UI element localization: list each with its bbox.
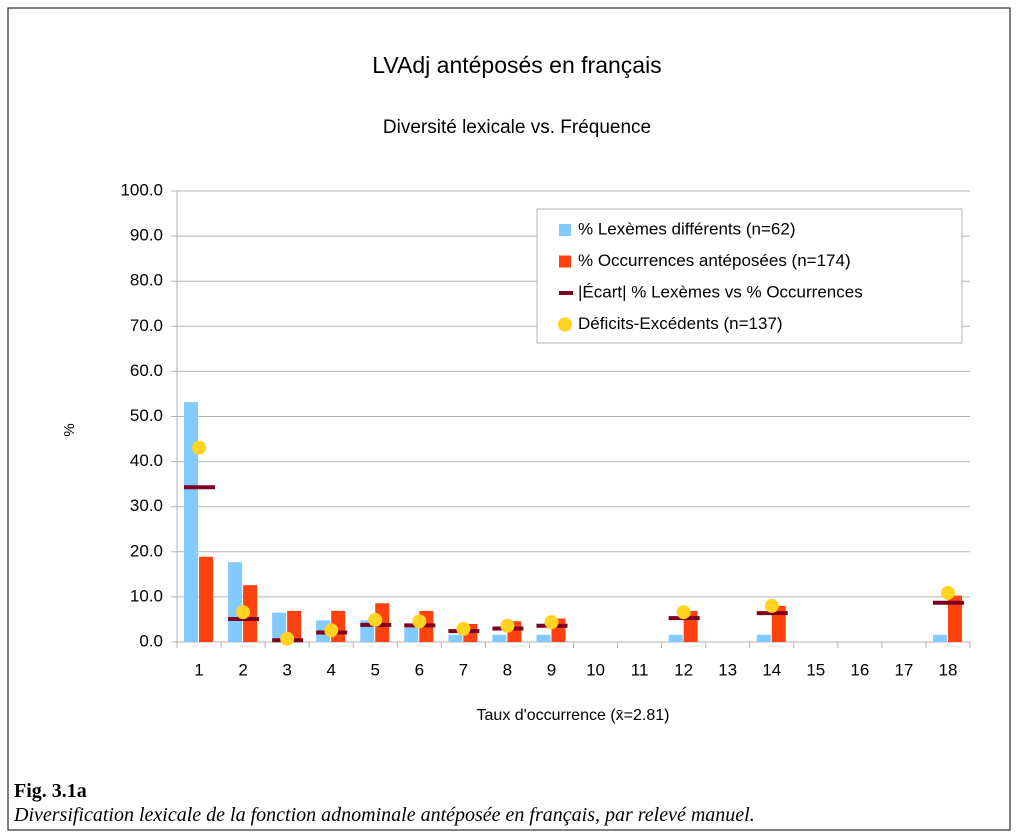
- x-tick-label: 14: [762, 660, 781, 679]
- bar: [756, 634, 771, 642]
- y-axis-label: %: [61, 423, 78, 436]
- x-tick-label: 15: [806, 660, 825, 679]
- dot: [940, 585, 955, 600]
- dot: [544, 615, 559, 630]
- dot: [764, 598, 779, 613]
- bar: [404, 627, 419, 642]
- chart-subtitle: Diversité lexicale vs. Fréquence: [383, 117, 651, 138]
- y-tick-label: 60.0: [130, 361, 163, 380]
- x-tick-label: 17: [894, 660, 913, 679]
- y-tick-label: 40.0: [130, 451, 163, 470]
- legend-label: Déficits-Excédents (n=137): [578, 314, 783, 333]
- x-tick-label: 16: [850, 660, 869, 679]
- dot: [500, 618, 515, 633]
- x-tick-label: 6: [415, 660, 424, 679]
- legend-label: % Occurrences antéposées (n=174): [578, 251, 851, 270]
- x-tick-label: 9: [547, 660, 556, 679]
- x-tick-label: 7: [459, 660, 468, 679]
- dot: [192, 440, 207, 455]
- legend-label: |Écart| % Lexèmes vs % Occurrences: [578, 282, 863, 301]
- caption-text: Diversification lexicale de la fonction …: [14, 804, 755, 826]
- bar: [448, 634, 463, 642]
- legend-box: [536, 208, 963, 344]
- y-tick-label: 0.0: [139, 631, 163, 650]
- y-tick-label: 30.0: [130, 496, 163, 515]
- x-tick-label: 4: [326, 660, 335, 679]
- x-tick-label: 3: [282, 660, 291, 679]
- x-tick-label: 2: [238, 660, 247, 679]
- y-tick-label: 80.0: [130, 271, 163, 290]
- x-tick-label: 8: [503, 660, 512, 679]
- legend-swatch: [559, 255, 571, 268]
- bar: [375, 603, 390, 642]
- y-tick-label: 20.0: [130, 541, 163, 560]
- y-tick-label: 70.0: [130, 316, 163, 335]
- bar: [536, 634, 551, 642]
- x-axis-label: Taux d'occurrence (x̄=2.81): [477, 707, 670, 724]
- x-tick-label: 13: [718, 660, 737, 679]
- chart-title: LVAdj antéposés en français: [372, 52, 661, 78]
- dot: [676, 605, 691, 620]
- bar: [184, 402, 199, 642]
- y-tick-label: 100.0: [120, 180, 163, 199]
- bar: [199, 556, 214, 642]
- bar: [228, 562, 243, 642]
- x-tick-label: 5: [371, 660, 380, 679]
- dot: [324, 623, 339, 638]
- y-tick-label: 10.0: [130, 586, 163, 605]
- dot: [280, 631, 295, 646]
- x-tick-label: 10: [586, 660, 605, 679]
- bar: [668, 634, 683, 642]
- dot: [412, 614, 427, 629]
- legend-label: % Lexèmes différents (n=62): [578, 219, 796, 238]
- bar: [243, 585, 258, 642]
- dot: [236, 605, 251, 620]
- bar: [492, 634, 507, 642]
- legend-swatch: [558, 317, 572, 332]
- y-tick-label: 90.0: [130, 226, 163, 245]
- dot: [456, 621, 471, 636]
- dot: [368, 612, 383, 627]
- bar: [947, 595, 962, 642]
- x-tick-label: 1: [194, 660, 203, 679]
- y-tick-label: 50.0: [130, 406, 163, 425]
- frame: [7, 7, 1011, 831]
- bar: [932, 634, 947, 642]
- caption-label: Fig. 3.1a: [14, 780, 87, 802]
- x-tick-label: 12: [674, 660, 693, 679]
- x-tick-label: 18: [939, 660, 958, 679]
- legend-swatch: [559, 224, 571, 236]
- x-tick-label: 11: [631, 660, 649, 679]
